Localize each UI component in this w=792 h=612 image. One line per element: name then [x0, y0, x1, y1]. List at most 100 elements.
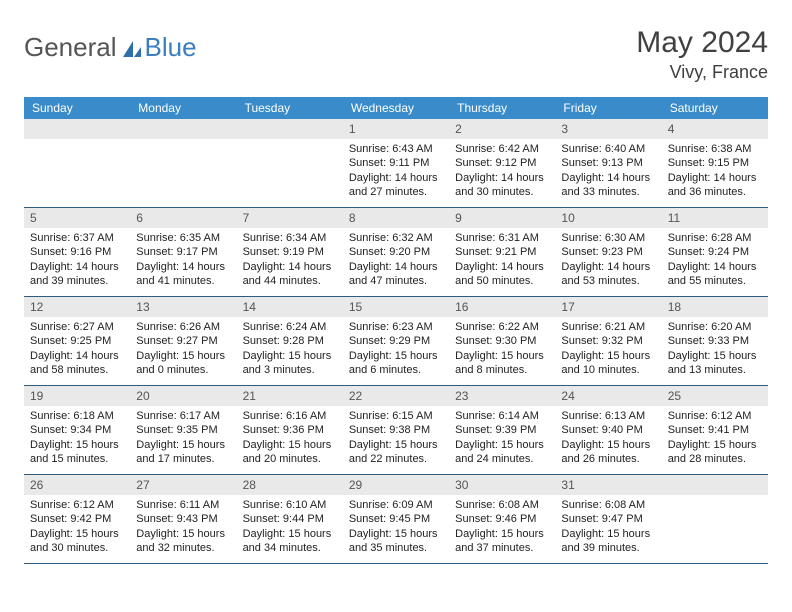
daylight: Daylight: 15 hours and 6 minutes.	[349, 349, 443, 378]
sunset: Sunset: 9:11 PM	[349, 156, 443, 170]
sunrise: Sunrise: 6:28 AM	[668, 231, 762, 245]
sunrise: Sunrise: 6:16 AM	[243, 409, 337, 423]
calendar-day: 31Sunrise: 6:08 AMSunset: 9:47 PMDayligh…	[555, 475, 661, 563]
dow-header: Sunday Monday Tuesday Wednesday Thursday…	[24, 97, 768, 119]
calendar-day: 13Sunrise: 6:26 AMSunset: 9:27 PMDayligh…	[130, 297, 236, 385]
daylight: Daylight: 15 hours and 37 minutes.	[455, 527, 549, 556]
sunrise: Sunrise: 6:17 AM	[136, 409, 230, 423]
calendar-day: 7Sunrise: 6:34 AMSunset: 9:19 PMDaylight…	[237, 208, 343, 296]
calendar-day: 19Sunrise: 6:18 AMSunset: 9:34 PMDayligh…	[24, 386, 130, 474]
header: General Blue May 2024 Vivy, France	[24, 26, 768, 83]
day-number: 7	[237, 208, 343, 228]
day-body: Sunrise: 6:35 AMSunset: 9:17 PMDaylight:…	[130, 228, 236, 292]
daylight: Daylight: 15 hours and 15 minutes.	[30, 438, 124, 467]
day-body: Sunrise: 6:15 AMSunset: 9:38 PMDaylight:…	[343, 406, 449, 470]
sunset: Sunset: 9:13 PM	[561, 156, 655, 170]
calendar-day	[662, 475, 768, 563]
sunset: Sunset: 9:44 PM	[243, 512, 337, 526]
calendar-day: 29Sunrise: 6:09 AMSunset: 9:45 PMDayligh…	[343, 475, 449, 563]
dow-tue: Tuesday	[237, 97, 343, 119]
dow-wed: Wednesday	[343, 97, 449, 119]
daylight: Daylight: 14 hours and 41 minutes.	[136, 260, 230, 289]
day-number: 30	[449, 475, 555, 495]
sunrise: Sunrise: 6:22 AM	[455, 320, 549, 334]
day-body: Sunrise: 6:31 AMSunset: 9:21 PMDaylight:…	[449, 228, 555, 292]
sunset: Sunset: 9:20 PM	[349, 245, 443, 259]
dow-thu: Thursday	[449, 97, 555, 119]
logo-text-1: General	[24, 32, 117, 63]
sunrise: Sunrise: 6:35 AM	[136, 231, 230, 245]
sunset: Sunset: 9:42 PM	[30, 512, 124, 526]
daylight: Daylight: 15 hours and 34 minutes.	[243, 527, 337, 556]
sunrise: Sunrise: 6:08 AM	[561, 498, 655, 512]
day-body: Sunrise: 6:11 AMSunset: 9:43 PMDaylight:…	[130, 495, 236, 559]
daylight: Daylight: 15 hours and 13 minutes.	[668, 349, 762, 378]
day-number	[24, 119, 130, 139]
calendar-body: 1Sunrise: 6:43 AMSunset: 9:11 PMDaylight…	[24, 119, 768, 564]
day-body: Sunrise: 6:23 AMSunset: 9:29 PMDaylight:…	[343, 317, 449, 381]
daylight: Daylight: 14 hours and 39 minutes.	[30, 260, 124, 289]
calendar-day	[130, 119, 236, 207]
day-number: 20	[130, 386, 236, 406]
calendar-day: 23Sunrise: 6:14 AMSunset: 9:39 PMDayligh…	[449, 386, 555, 474]
daylight: Daylight: 15 hours and 17 minutes.	[136, 438, 230, 467]
day-number: 29	[343, 475, 449, 495]
daylight: Daylight: 15 hours and 3 minutes.	[243, 349, 337, 378]
daylight: Daylight: 15 hours and 0 minutes.	[136, 349, 230, 378]
daylight: Daylight: 14 hours and 36 minutes.	[668, 171, 762, 200]
day-number: 16	[449, 297, 555, 317]
sunrise: Sunrise: 6:14 AM	[455, 409, 549, 423]
day-number	[662, 475, 768, 495]
day-body: Sunrise: 6:09 AMSunset: 9:45 PMDaylight:…	[343, 495, 449, 559]
sunset: Sunset: 9:19 PM	[243, 245, 337, 259]
daylight: Daylight: 15 hours and 10 minutes.	[561, 349, 655, 378]
daylight: Daylight: 15 hours and 22 minutes.	[349, 438, 443, 467]
daylight: Daylight: 14 hours and 33 minutes.	[561, 171, 655, 200]
sunset: Sunset: 9:32 PM	[561, 334, 655, 348]
day-number: 28	[237, 475, 343, 495]
day-number: 19	[24, 386, 130, 406]
day-number: 12	[24, 297, 130, 317]
daylight: Daylight: 15 hours and 8 minutes.	[455, 349, 549, 378]
calendar-day: 30Sunrise: 6:08 AMSunset: 9:46 PMDayligh…	[449, 475, 555, 563]
daylight: Daylight: 15 hours and 26 minutes.	[561, 438, 655, 467]
day-body: Sunrise: 6:21 AMSunset: 9:32 PMDaylight:…	[555, 317, 661, 381]
sunrise: Sunrise: 6:43 AM	[349, 142, 443, 156]
calendar-day: 2Sunrise: 6:42 AMSunset: 9:12 PMDaylight…	[449, 119, 555, 207]
calendar-week: 19Sunrise: 6:18 AMSunset: 9:34 PMDayligh…	[24, 386, 768, 475]
sunset: Sunset: 9:25 PM	[30, 334, 124, 348]
sunset: Sunset: 9:39 PM	[455, 423, 549, 437]
calendar-day: 3Sunrise: 6:40 AMSunset: 9:13 PMDaylight…	[555, 119, 661, 207]
sunset: Sunset: 9:38 PM	[349, 423, 443, 437]
day-number: 18	[662, 297, 768, 317]
day-body: Sunrise: 6:13 AMSunset: 9:40 PMDaylight:…	[555, 406, 661, 470]
daylight: Daylight: 14 hours and 47 minutes.	[349, 260, 443, 289]
calendar-day: 26Sunrise: 6:12 AMSunset: 9:42 PMDayligh…	[24, 475, 130, 563]
calendar-day: 14Sunrise: 6:24 AMSunset: 9:28 PMDayligh…	[237, 297, 343, 385]
day-number: 3	[555, 119, 661, 139]
dow-sat: Saturday	[662, 97, 768, 119]
sunset: Sunset: 9:27 PM	[136, 334, 230, 348]
sunset: Sunset: 9:47 PM	[561, 512, 655, 526]
day-number: 13	[130, 297, 236, 317]
calendar-day: 6Sunrise: 6:35 AMSunset: 9:17 PMDaylight…	[130, 208, 236, 296]
day-number: 10	[555, 208, 661, 228]
sunrise: Sunrise: 6:30 AM	[561, 231, 655, 245]
day-body: Sunrise: 6:17 AMSunset: 9:35 PMDaylight:…	[130, 406, 236, 470]
day-body: Sunrise: 6:43 AMSunset: 9:11 PMDaylight:…	[343, 139, 449, 203]
sunrise: Sunrise: 6:12 AM	[668, 409, 762, 423]
calendar-day: 12Sunrise: 6:27 AMSunset: 9:25 PMDayligh…	[24, 297, 130, 385]
sunrise: Sunrise: 6:18 AM	[30, 409, 124, 423]
logo: General Blue	[24, 32, 197, 63]
title-block: May 2024 Vivy, France	[636, 26, 768, 83]
day-number: 2	[449, 119, 555, 139]
calendar-week: 5Sunrise: 6:37 AMSunset: 9:16 PMDaylight…	[24, 208, 768, 297]
calendar-week: 12Sunrise: 6:27 AMSunset: 9:25 PMDayligh…	[24, 297, 768, 386]
day-number: 8	[343, 208, 449, 228]
daylight: Daylight: 14 hours and 58 minutes.	[30, 349, 124, 378]
day-body: Sunrise: 6:32 AMSunset: 9:20 PMDaylight:…	[343, 228, 449, 292]
sunset: Sunset: 9:43 PM	[136, 512, 230, 526]
calendar-day: 20Sunrise: 6:17 AMSunset: 9:35 PMDayligh…	[130, 386, 236, 474]
day-body: Sunrise: 6:22 AMSunset: 9:30 PMDaylight:…	[449, 317, 555, 381]
calendar-week: 1Sunrise: 6:43 AMSunset: 9:11 PMDaylight…	[24, 119, 768, 208]
